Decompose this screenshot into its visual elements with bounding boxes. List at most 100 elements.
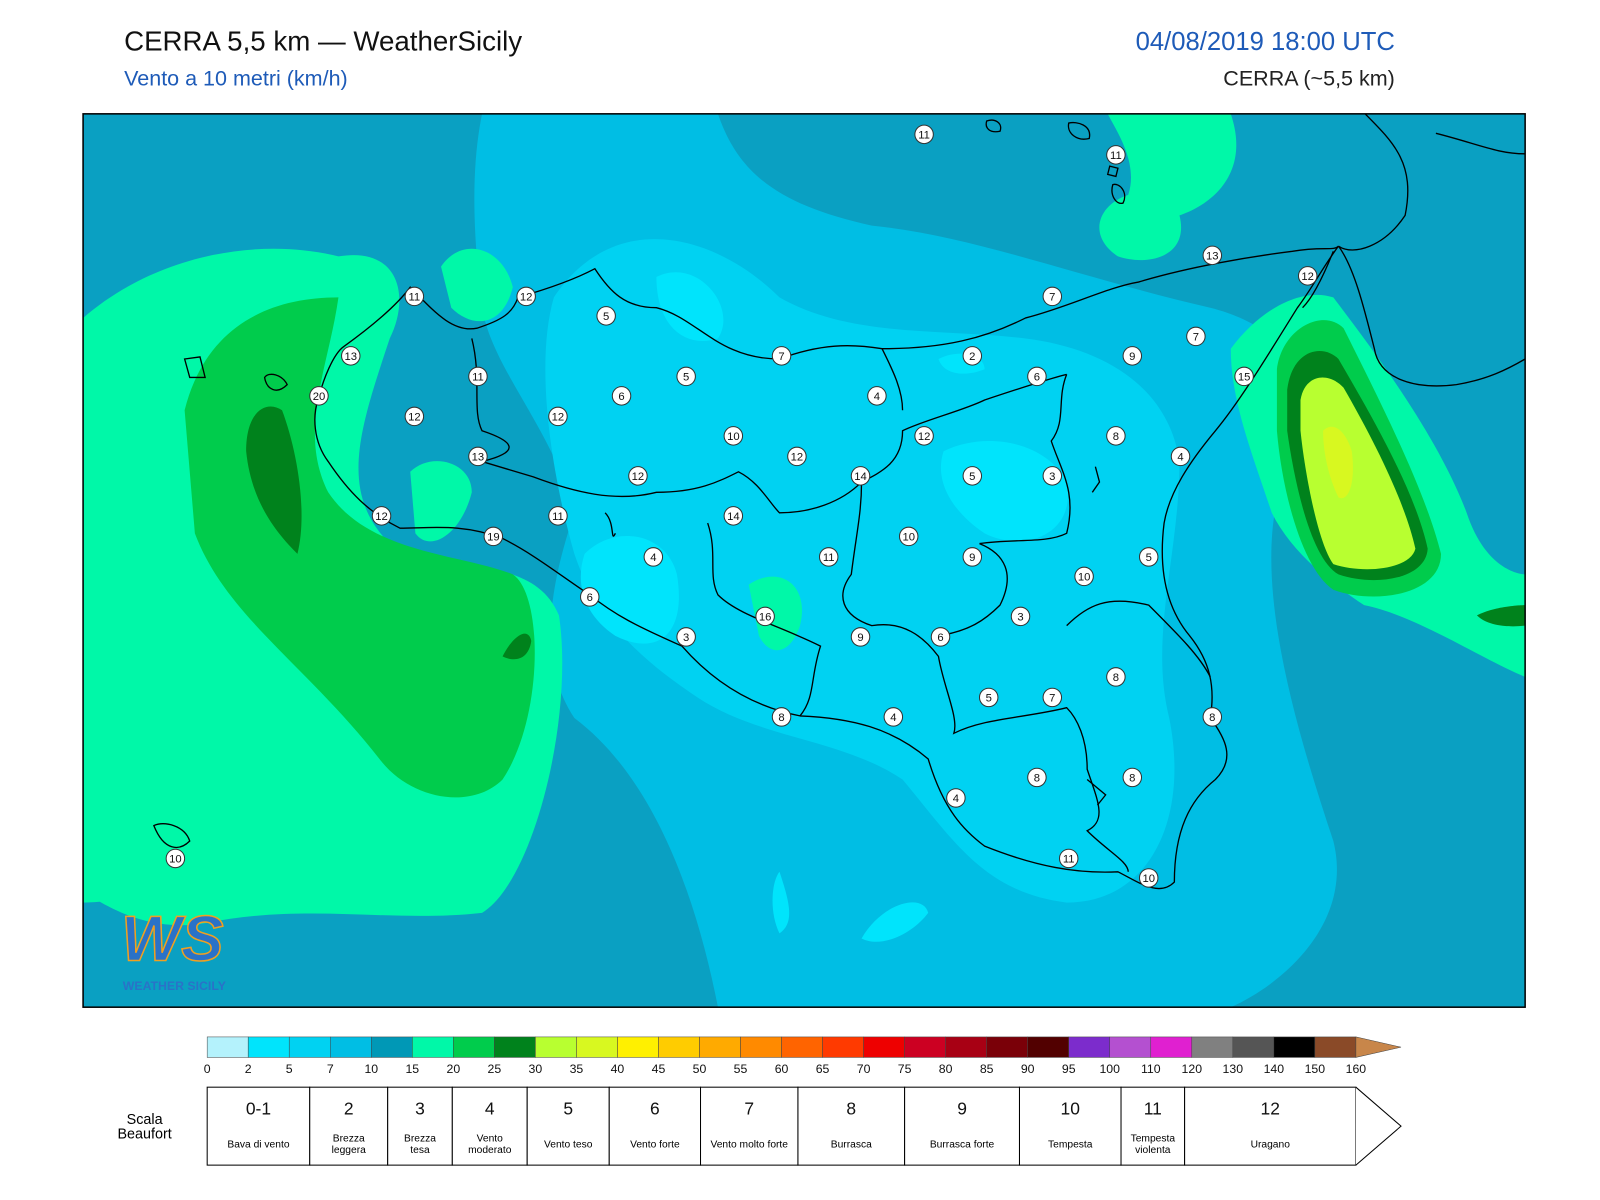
station-value: 8 xyxy=(1209,712,1215,724)
colorbar-segment xyxy=(206,1036,249,1058)
station-marker xyxy=(1010,606,1031,627)
station-marker xyxy=(1106,426,1126,446)
station-value: 10 xyxy=(727,431,740,443)
station-value: 11 xyxy=(823,552,835,564)
colorbar-tick-label: 40 xyxy=(611,1062,625,1076)
station-marker xyxy=(468,366,488,387)
beaufort-desc-box: Vento molto forte xyxy=(710,1139,788,1150)
beaufort-desc: Uragano xyxy=(1250,1138,1290,1151)
colorbar-segment xyxy=(288,1036,331,1058)
beaufort-desc: Vento moderato xyxy=(468,1133,512,1156)
station-value: 12 xyxy=(918,431,931,443)
station-marker xyxy=(341,346,361,366)
colorbar-tick-label: 160 xyxy=(1346,1062,1367,1076)
colorbar: 0 2 5 7 10 15 20 25 30 35 40 45 50 55 60 65 70 75 80 85 90 95… xyxy=(204,1036,1402,1076)
beaufort-desc: Brezza leggera xyxy=(331,1133,366,1156)
beaufort-cell xyxy=(309,1086,389,1166)
colorbar-segment xyxy=(247,1036,290,1058)
colorbar-tick-label: 70 xyxy=(857,1062,871,1076)
colorbar-tick-label: 110 xyxy=(1141,1062,1161,1076)
colorbar-tick-label: 120 xyxy=(1182,1062,1203,1076)
colorbar-tick-label: 75 xyxy=(898,1062,912,1076)
station-marker xyxy=(643,547,664,567)
station-marker xyxy=(787,446,807,467)
station-value: 9 xyxy=(857,632,863,644)
station-value: 8 xyxy=(1113,672,1119,684)
beaufort-label-box: Scala Beaufort xyxy=(117,1110,172,1142)
station-marker xyxy=(1042,286,1063,307)
beaufort-cell xyxy=(526,1086,610,1166)
station-value: 10 xyxy=(1142,873,1155,885)
station-marker xyxy=(723,506,744,526)
station-value: 8 xyxy=(1034,772,1040,784)
station-marker xyxy=(914,426,934,446)
station-value: 4 xyxy=(650,552,656,564)
station-marker xyxy=(580,587,600,607)
colorbar-tick-label: 90 xyxy=(1021,1062,1035,1076)
station-value: 4 xyxy=(1177,451,1183,463)
colorbar-tick-label: 7 xyxy=(327,1062,334,1076)
station-marker xyxy=(676,627,696,647)
beaufort-desc-box: Bava di vento xyxy=(227,1139,289,1150)
station-value: 7 xyxy=(1049,291,1055,303)
station-value: 12 xyxy=(375,511,388,523)
colorbar-segment xyxy=(494,1036,536,1058)
colorbar-tick-label: 85 xyxy=(980,1062,994,1076)
beaufort-force: 2 xyxy=(344,1098,354,1118)
colorbar-tick-label: 100 xyxy=(1099,1062,1120,1076)
beaufort-desc-box: Burrasca forte xyxy=(930,1139,994,1150)
beaufort-force: 8 xyxy=(846,1098,856,1118)
station-value: 3 xyxy=(1017,611,1023,623)
stations: 11 11 13 12 11 12 7 5 7 13 7 2 9 11 5 6 15 20 6 4 12 12 10 12 8 1… xyxy=(165,124,1318,888)
beaufort-desc: Vento forte xyxy=(630,1138,680,1151)
station-marker xyxy=(676,366,696,387)
station-marker xyxy=(548,406,568,427)
beaufort-desc-box: Tempesta violenta xyxy=(1130,1133,1176,1156)
colorbar-tick-label: 30 xyxy=(529,1062,543,1076)
station-marker xyxy=(723,426,744,446)
station-value: 8 xyxy=(778,712,784,724)
station-value: 3 xyxy=(683,632,689,644)
station-marker xyxy=(516,286,536,307)
station-marker xyxy=(930,627,951,647)
station-marker xyxy=(962,466,983,486)
station-marker xyxy=(1202,707,1223,727)
beaufort-cell xyxy=(904,1086,1020,1166)
beaufort-force: 4 xyxy=(485,1098,495,1118)
station-marker xyxy=(898,526,919,547)
beaufort-desc: Brezza tesa xyxy=(404,1133,436,1156)
beaufort-desc: Tempesta violenta xyxy=(1130,1133,1176,1156)
station-value: 8 xyxy=(1129,772,1135,784)
station-marker xyxy=(1027,767,1047,788)
station-value: 10 xyxy=(902,531,915,543)
colorbar-segment xyxy=(329,1036,372,1058)
station-value: 6 xyxy=(1034,371,1040,383)
station-value: 12 xyxy=(520,291,533,303)
station-marker xyxy=(309,386,329,406)
station-value: 7 xyxy=(778,351,784,363)
station-marker xyxy=(404,286,425,307)
station-value: 6 xyxy=(937,632,943,644)
station-value: 5 xyxy=(986,692,992,704)
station-value: 9 xyxy=(1129,351,1135,363)
colorbar-segment xyxy=(371,1036,413,1058)
model-label: CERRA (~5,5 km) xyxy=(1223,67,1395,91)
station-value: 6 xyxy=(587,592,593,604)
beaufort-desc-box: Brezza tesa xyxy=(404,1133,436,1156)
colorbar-segment xyxy=(822,1036,864,1058)
colorbar-tick-label: 50 xyxy=(693,1062,707,1076)
station-marker xyxy=(1122,346,1143,366)
station-marker xyxy=(850,466,871,486)
colorbar-segment xyxy=(1191,1036,1234,1058)
station-value: 11 xyxy=(918,129,930,141)
beaufort-label: Scala Beaufort xyxy=(117,1110,172,1142)
beaufort-force: 0-1 xyxy=(246,1098,271,1118)
station-marker xyxy=(468,446,488,467)
station-marker xyxy=(611,386,632,406)
beaufort-force: 12 xyxy=(1261,1098,1280,1118)
colorbar-segment xyxy=(1150,1036,1193,1058)
station-value: 9 xyxy=(969,552,975,564)
beaufort-cell xyxy=(206,1086,311,1166)
